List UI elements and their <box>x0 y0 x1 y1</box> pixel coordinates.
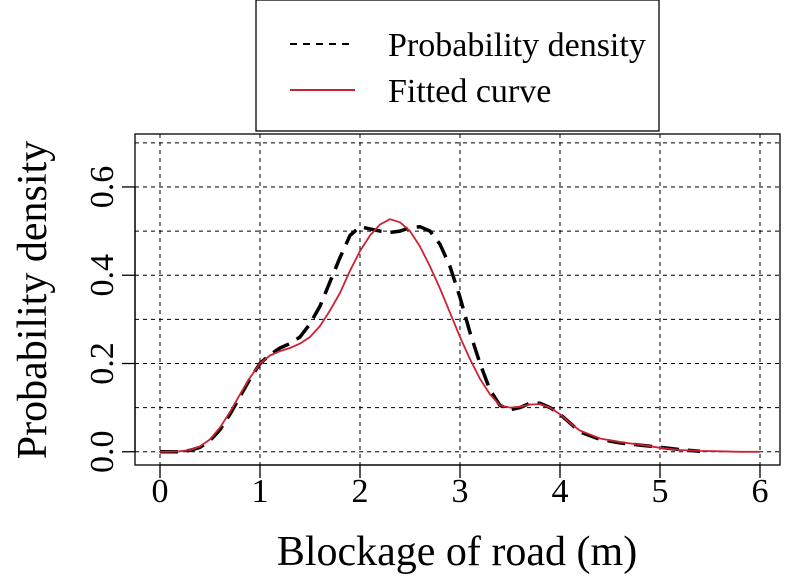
series-lines <box>159 218 760 454</box>
legend-label-probability-density: Probability density <box>388 27 646 64</box>
x-axis: 0 1 2 3 4 5 6 <box>152 464 769 510</box>
grid <box>135 134 780 465</box>
x-tick-label: 3 <box>452 473 469 510</box>
y-tick-label: 0.4 <box>84 254 121 297</box>
legend-label-fitted-curve: Fitted curve <box>388 73 551 110</box>
y-axis: 0.0 0.2 0.4 0.6 <box>84 166 136 474</box>
y-tick-label: 0.2 <box>84 342 121 385</box>
y-axis-label: Probability density <box>10 141 56 460</box>
series-line-fitted-curve <box>159 218 760 453</box>
legend-box <box>255 0 660 132</box>
x-axis-label: Blockage of road (m) <box>277 529 637 575</box>
plot-frame <box>134 133 781 466</box>
x-tick-label: 2 <box>352 473 369 510</box>
x-tick-label: 4 <box>552 473 569 510</box>
y-tick-label: 0.6 <box>84 166 121 209</box>
series-line-probability-density <box>160 224 701 454</box>
legend: Probability density Fitted curve <box>255 0 660 132</box>
x-tick-label: 0 <box>152 473 169 510</box>
x-tick-label: 5 <box>652 473 669 510</box>
x-tick-label: 1 <box>252 473 269 510</box>
x-tick-label: 6 <box>752 473 769 510</box>
y-tick-label: 0.0 <box>84 431 121 474</box>
